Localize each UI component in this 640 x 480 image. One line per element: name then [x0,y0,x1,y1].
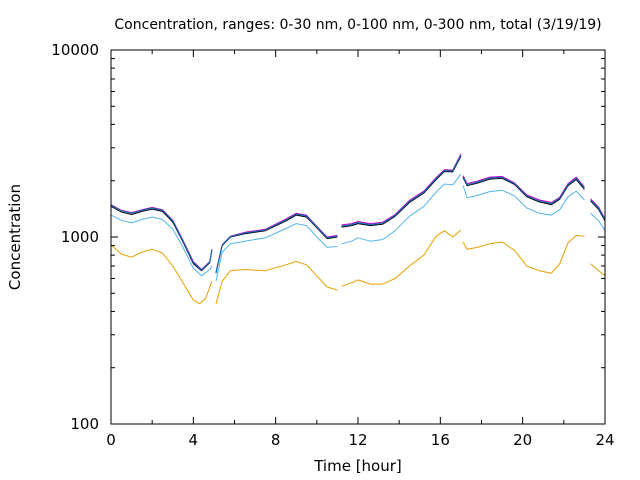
series-layer [110,153,606,305]
x-tick-label: 4 [189,431,199,449]
series-1-line-segment-4 [590,212,606,231]
series-0-line-segment-2 [341,229,462,287]
series-1-line-segment-2 [341,173,462,245]
tick-layer: 0 4 8 12 16 20 24 100 1000 10000 [51,41,614,449]
x-tick-label: 16 [431,431,450,449]
series-3-line-segment-0 [110,204,213,270]
x-tick-label: 20 [513,431,532,449]
series-0-line-segment-4 [590,263,606,277]
x-tick-label: 8 [271,431,281,449]
series-2-line-segment-3 [462,177,585,206]
series-2-line-segment-4 [590,200,606,222]
series-4-line-segment-3 [462,176,585,204]
x-tick-label: 12 [348,431,367,449]
x-axis-label: Time [hour] [313,457,402,475]
plot-frame [110,49,606,425]
series-0-line-segment-0 [110,244,213,305]
series-1-line-segment-3 [462,185,585,216]
x-tick-label: 24 [595,431,614,449]
series-0-line-segment-1 [215,261,338,304]
y-tick-label: 10000 [51,41,99,59]
y-tick-label: 1000 [61,228,99,246]
x-tick-label: 0 [106,431,116,449]
series-3-line-segment-3 [462,175,585,203]
series-4-line-segment-2 [341,154,462,227]
y-tick-label: 100 [70,415,99,433]
series-4-line-segment-4 [590,199,606,221]
series-0-line-segment-3 [462,234,585,274]
series-4-line-segment-0 [110,204,213,271]
series-1-line-segment-0 [110,214,213,277]
series-1-line-segment-1 [215,223,338,282]
y-axis-label: Concentration [6,184,24,290]
series-2-line-segment-0 [110,205,213,272]
series-4-line-segment-1 [215,213,338,273]
series-3-line-segment-2 [341,153,462,226]
chart-title: Concentration, ranges: 0-30 nm, 0-100 nm… [114,17,601,33]
series-2-line-segment-2 [341,156,462,228]
series-3-line-segment-1 [215,212,338,273]
